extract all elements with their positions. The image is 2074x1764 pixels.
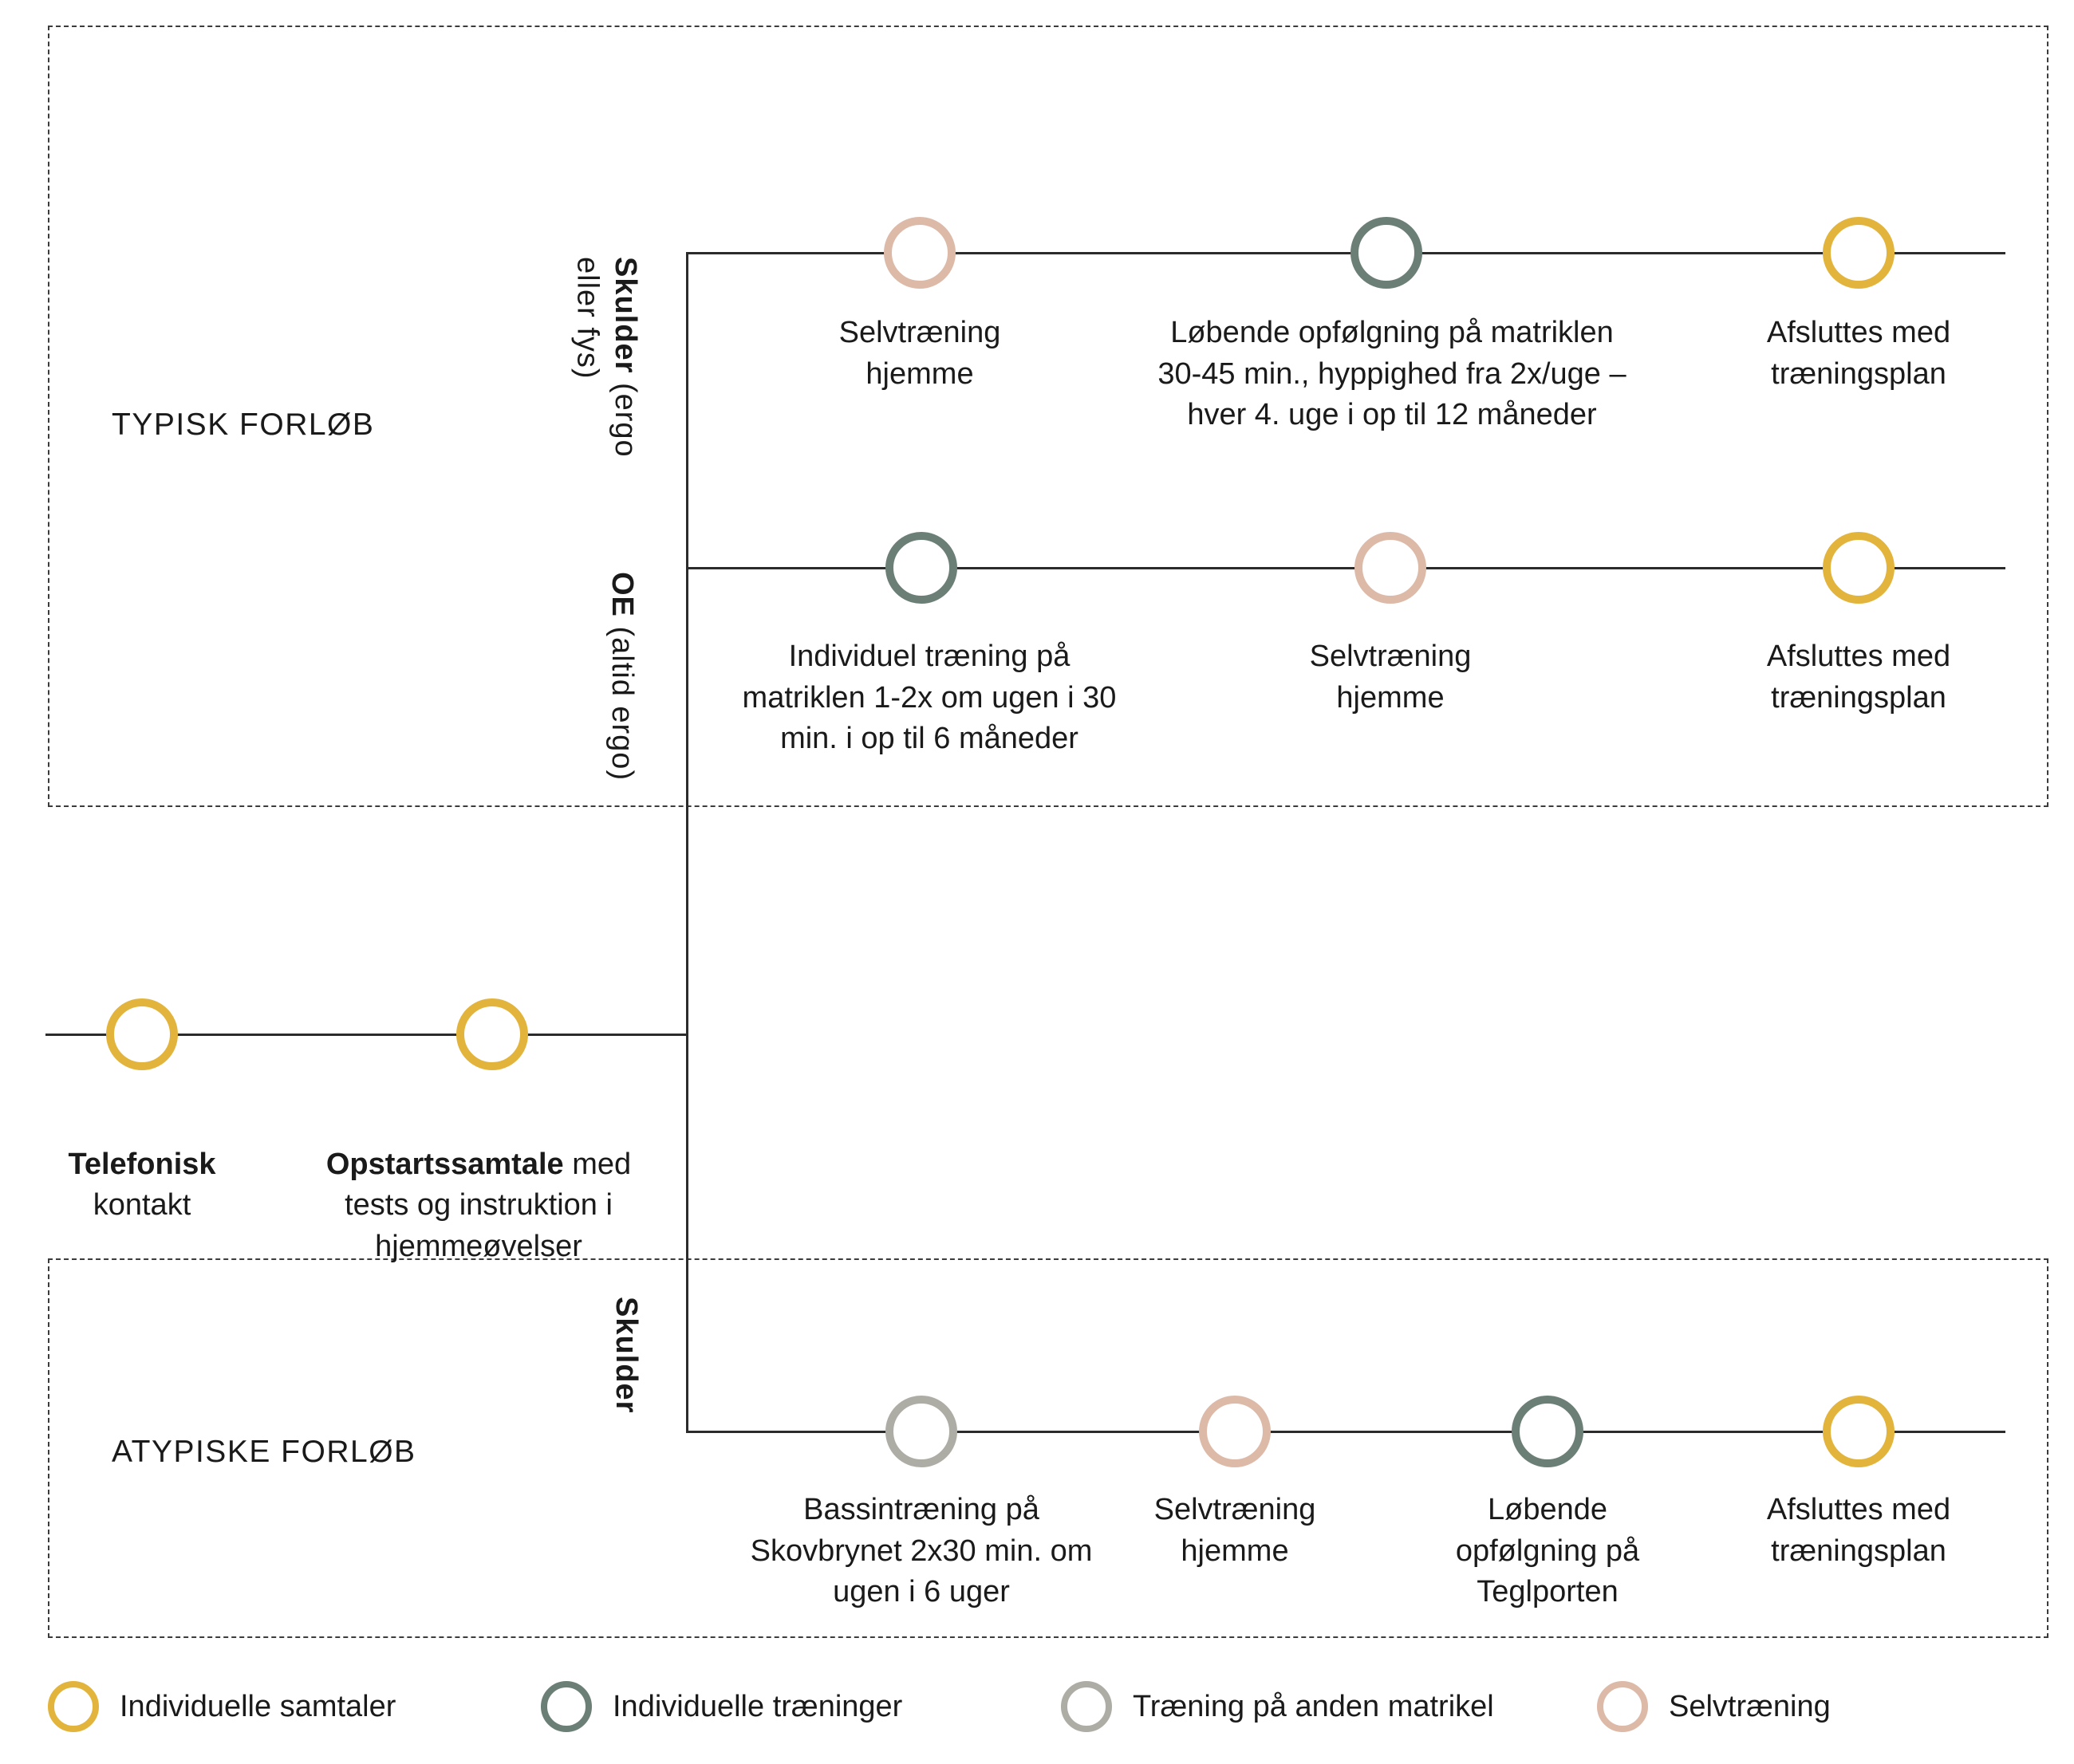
typical-section-box	[48, 26, 2048, 807]
node-label-afsluttes-3: Afsluttes med træningsplan	[1766, 1493, 1951, 1568]
telefonisk-rest-text: kontakt	[93, 1188, 191, 1223]
axis-label-skulder-top-bold: Skulder	[609, 257, 643, 374]
intake-line	[45, 1034, 688, 1036]
node-label-loebende-opfoelgning-teglporten: Løbende opfølgning på Teglporten	[1455, 1493, 1640, 1609]
axis-label-skulder-bottom-bold: Skulder	[609, 1297, 644, 1414]
node-circle-opstartssamtale	[456, 998, 528, 1070]
node-label-individuel-traening-matriklen: Individuel træning på matriklen 1-2x om …	[742, 640, 1117, 756]
axis-label-oe-rest: (altid ergo)	[605, 616, 640, 782]
node-label-opstartssamtale: Opstartssamtale med tests og instruktion…	[295, 1103, 662, 1268]
node-label-afsluttes-1: Afsluttes med træningsplan	[1766, 316, 1951, 391]
node-circle-selvtraening-hjemme-3	[1199, 1396, 1271, 1467]
atypical-section-title: ATYPISKE FORLØB	[112, 1435, 416, 1469]
node-label-selvtraening-hjemme-1: Selvtræning hjemme	[838, 316, 1001, 391]
node-label-loebende-opfoelgning-matriklen: Løbende opfølgning på matriklen 30-45 mi…	[1157, 316, 1626, 432]
node-circle-individuel-traening-matriklen	[885, 532, 957, 604]
node-circle-bassintraening	[885, 1396, 957, 1467]
telefonisk-bold-text: Telefonisk	[68, 1147, 216, 1181]
axis-label-skulder-top-rest: (ergo eller fys)	[570, 257, 643, 458]
node-circle-selvtraening-hjemme-2	[1354, 532, 1426, 604]
axis-label-oe-bold: OE	[605, 572, 640, 617]
branch-connector-line	[686, 252, 688, 1433]
node-label-selvtraening-hjemme-2: Selvtræning hjemme	[1309, 640, 1472, 715]
legend-label-traening-anden-matrikel: Træning på anden matrikel	[1133, 1689, 1494, 1723]
legend-item-selvtraening: Selvtræning	[1597, 1681, 1831, 1732]
node-circle-telefonisk-kontakt	[106, 998, 178, 1070]
opstartssamtale-bold-text: Opstartssamtale	[325, 1147, 564, 1181]
axis-label-skulder-bottom: Skulder	[609, 1297, 683, 1429]
legend-item-individuelle-traeninger: Individuelle træninger	[541, 1681, 902, 1732]
typical-section-title: TYPISK FORLØB	[112, 408, 375, 442]
atypical-section-box	[48, 1258, 2048, 1638]
axis-label-oe: OE (altid ergo)	[605, 572, 679, 803]
node-circle-selvtraening-hjemme-1	[884, 217, 956, 289]
legend-circle-individuelle-samtaler	[48, 1681, 99, 1732]
legend-circle-selvtraening	[1597, 1681, 1648, 1732]
legend-circle-individuelle-traeninger	[541, 1681, 592, 1732]
legend-circle-traening-anden-matrikel	[1061, 1681, 1112, 1732]
node-circle-loebende-opfoelgning-teglporten	[1512, 1396, 1583, 1467]
legend-label-selvtraening: Selvtræning	[1669, 1689, 1831, 1723]
timeline-skulder-top-line	[688, 252, 2005, 254]
legend-item-traening-anden-matrikel: Træning på anden matrikel	[1061, 1681, 1494, 1732]
node-label-telefonisk-kontakt: Telefonisk kontakt	[30, 1103, 254, 1227]
legend-item-individuelle-samtaler: Individuelle samtaler	[48, 1681, 396, 1732]
node-label-afsluttes-2: Afsluttes med træningsplan	[1766, 640, 1951, 715]
timeline-skulder-bottom-line	[688, 1431, 2005, 1433]
node-circle-afsluttes-2	[1823, 532, 1895, 604]
node-label-bassintraening: Bassintræning på Skovbrynet 2x30 min. om…	[750, 1493, 1093, 1609]
node-circle-afsluttes-3	[1823, 1396, 1895, 1467]
axis-label-skulder-top: Skulder (ergo eller fys)	[570, 257, 682, 485]
node-circle-afsluttes-1	[1823, 217, 1895, 289]
node-circle-loebende-opfoelgning-matriklen	[1350, 217, 1422, 289]
timeline-oe-line	[688, 567, 2005, 569]
legend-label-individuelle-samtaler: Individuelle samtaler	[120, 1689, 396, 1723]
legend-label-individuelle-traeninger: Individuelle træninger	[613, 1689, 903, 1723]
opstartssamtale-rest-text: med tests og instruktion i hjemmeøvelser	[345, 1147, 632, 1264]
node-label-selvtraening-hjemme-3: Selvtræning hjemme	[1153, 1493, 1316, 1568]
